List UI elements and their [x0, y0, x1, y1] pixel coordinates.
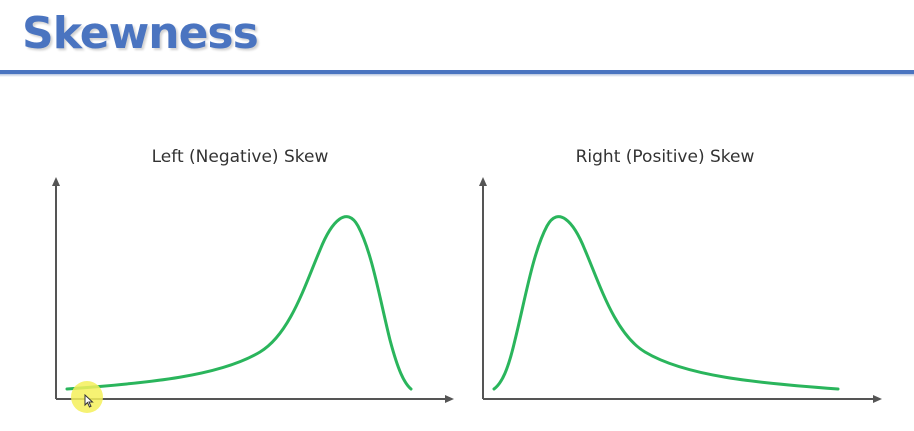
left-skew-title: Left (Negative) Skew — [151, 147, 329, 167]
title-divider — [0, 70, 914, 74]
slide-title: Skewness — [22, 8, 259, 59]
title-divider-shadow — [0, 74, 914, 77]
right-skew-title: Right (Positive) Skew — [575, 147, 755, 167]
right-skew-curve — [492, 215, 840, 391]
left-skew-curve — [65, 215, 413, 391]
mouse-pointer-icon — [84, 394, 94, 408]
